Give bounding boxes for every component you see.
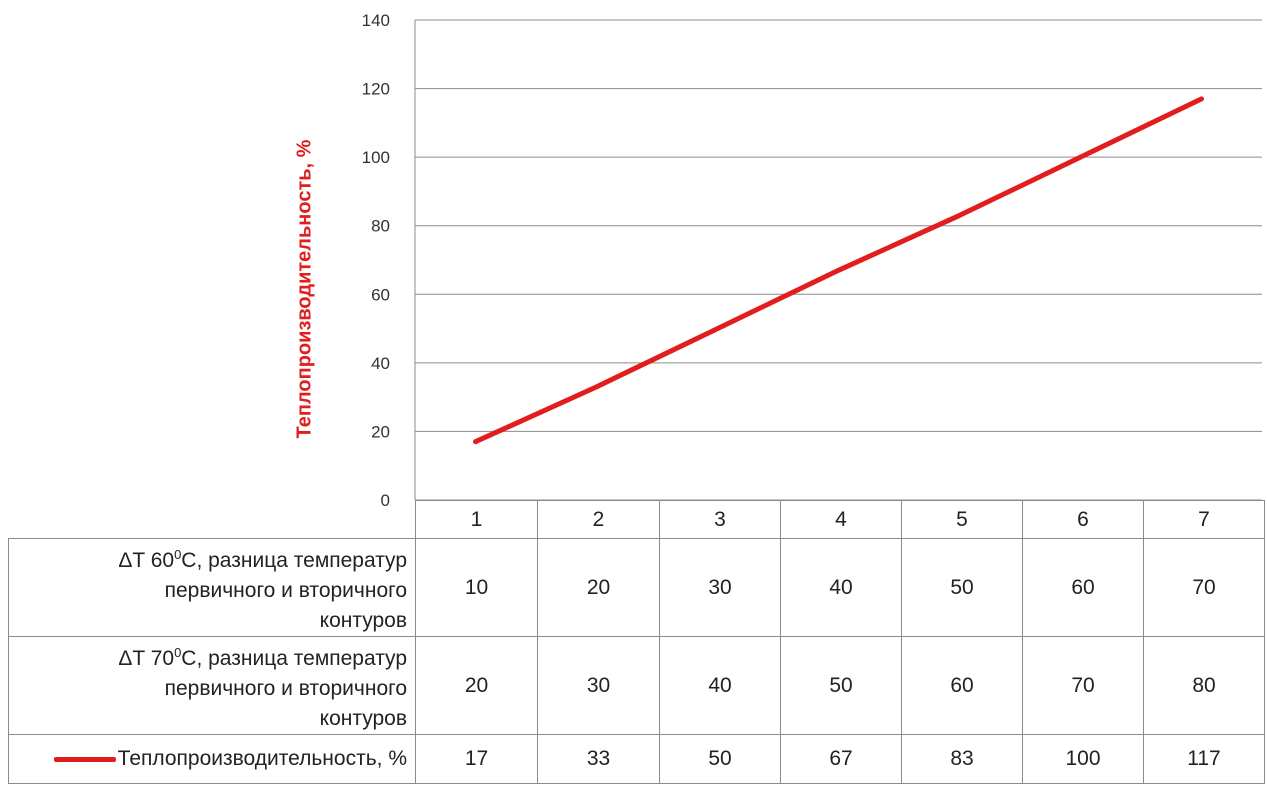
series-layer [473, 96, 1204, 445]
y-tick-label: 140 [362, 11, 390, 30]
y-tick-label: 60 [371, 285, 390, 304]
table-row-legend: Теплопроизводительность, % 17 33 50 67 8… [8, 734, 1265, 784]
table-cell: 70 [1022, 636, 1144, 735]
table-cell: 33 [537, 734, 660, 784]
table-cell: 17 [415, 734, 538, 784]
table-row-dt70: ΔT 700С, разница температур первичного и… [8, 636, 1265, 735]
table-cell: 67 [780, 734, 902, 784]
table-cell: 40 [780, 538, 902, 637]
table-cell: 60 [1022, 538, 1144, 637]
table-cell: 40 [659, 636, 781, 735]
row-label-dt60: ΔT 600С, разница температур первичного и… [8, 538, 416, 637]
table-cell: 10 [415, 538, 538, 637]
y-tick-label: 0 [381, 491, 390, 510]
gridlines [414, 19, 1262, 501]
table-cell: 30 [537, 636, 660, 735]
legend-label: Теплопроизводительность, % [117, 747, 407, 770]
y-tick-label: 20 [371, 422, 390, 441]
series-line [473, 96, 1204, 445]
y-tick-label: 80 [371, 217, 390, 236]
table-row-dt60: ΔT 600С, разница температур первичного и… [8, 538, 1265, 637]
category-label: 2 [537, 500, 660, 539]
category-label: 1 [415, 500, 538, 539]
table-cell: 117 [1143, 734, 1265, 784]
table-cell: 30 [659, 538, 781, 637]
category-header-row: 1 2 3 4 5 6 7 [9, 500, 1265, 539]
category-label: 5 [901, 500, 1023, 539]
header-blank-cell [9, 501, 416, 539]
legend-line-swatch [53, 756, 116, 762]
category-label: 6 [1022, 500, 1144, 539]
category-label: 7 [1143, 500, 1265, 539]
table-cell: 80 [1143, 636, 1265, 735]
category-label: 4 [780, 500, 902, 539]
table-cell: 83 [901, 734, 1023, 784]
y-tick-label: 120 [362, 80, 390, 99]
table-cell: 70 [1143, 538, 1265, 637]
data-table: 1 2 3 4 5 6 7 ΔT 600С, разница температу… [8, 500, 1265, 784]
table-cell: 50 [659, 734, 781, 784]
legend-entry: Теплопроизводительность, % [8, 734, 416, 784]
category-label: 3 [659, 500, 781, 539]
y-axis-label-text: Теплопроизводительность, % [293, 139, 316, 439]
table-cell: 20 [537, 538, 660, 637]
y-tick-label: 40 [371, 354, 390, 373]
table-cell: 50 [780, 636, 902, 735]
table-cell: 100 [1022, 734, 1144, 784]
y-tick-label: 100 [362, 148, 390, 167]
table-cell: 60 [901, 636, 1023, 735]
y-tick-labels: 0 20 40 60 80 100 120 140 [362, 11, 390, 510]
table-cell: 20 [415, 636, 538, 735]
row-label-dt70: ΔT 700С, разница температур первичного и… [8, 636, 416, 735]
table-cell: 50 [901, 538, 1023, 637]
